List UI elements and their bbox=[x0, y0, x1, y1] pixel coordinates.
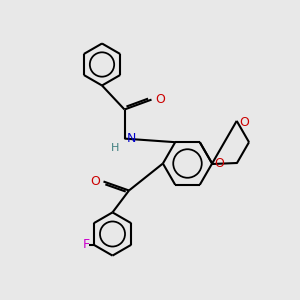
Text: O: O bbox=[239, 116, 249, 129]
Text: F: F bbox=[83, 238, 90, 251]
Text: N: N bbox=[127, 132, 136, 145]
Text: O: O bbox=[90, 175, 100, 188]
Text: H: H bbox=[111, 143, 120, 153]
Text: O: O bbox=[214, 157, 224, 170]
Text: O: O bbox=[155, 93, 165, 106]
